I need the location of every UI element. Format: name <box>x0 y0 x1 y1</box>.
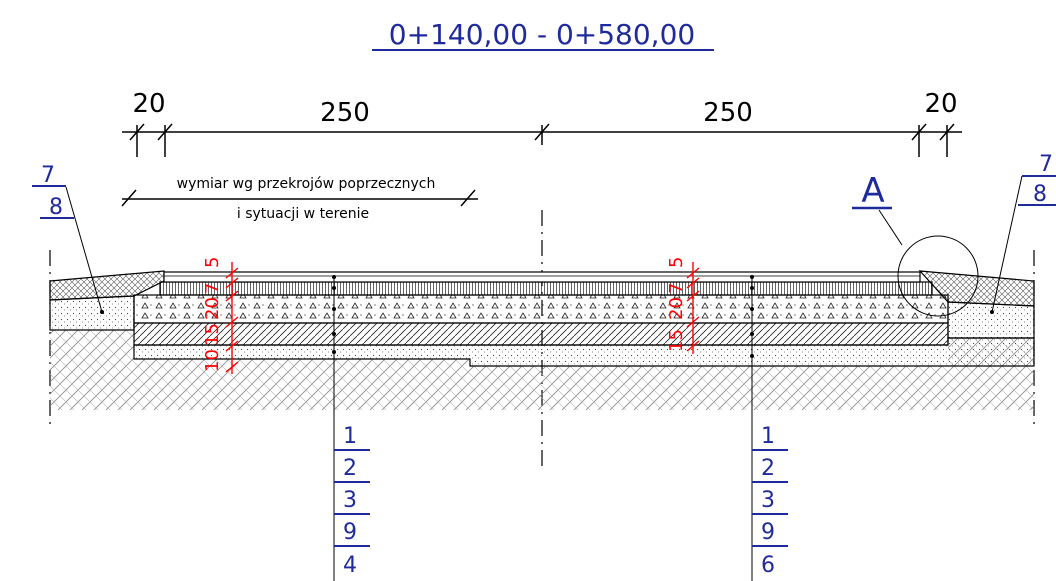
layer-binder <box>159 281 933 296</box>
note-line-1: wymiar wg przekrojów poprzecznych <box>177 176 436 192</box>
right-layer-callout-3: 3 <box>761 488 775 513</box>
dim-right-lane: 250 <box>703 98 753 128</box>
right-dim-5: 5 <box>666 257 687 268</box>
right-dim-15: 15 <box>666 329 687 352</box>
left-layer-callout-1: 1 <box>343 424 357 449</box>
right-layer-callout-6: 6 <box>761 553 775 578</box>
left-shoulder-callout-7: 7 <box>41 163 55 188</box>
note-line-2: i sytuacji w terenie <box>237 206 369 222</box>
left-dim-5: 5 <box>202 257 223 268</box>
detail-a-label: A <box>861 171 884 211</box>
left-dim-7: 7 <box>202 283 223 294</box>
right-layer-callout-1: 1 <box>761 424 775 449</box>
left-layer-callout-2: 2 <box>343 456 357 481</box>
right-dim-7: 7 <box>666 283 687 294</box>
right-shoulder-callout-8: 8 <box>1033 182 1047 207</box>
right-layer-callout-2: 2 <box>761 456 775 481</box>
detail-a-circle <box>897 235 979 317</box>
left-layer-callout <box>332 275 370 581</box>
layer-subbase <box>133 322 949 346</box>
note-dimension-line <box>121 189 478 207</box>
layer-base <box>133 294 949 324</box>
top-dimension-line <box>122 123 962 157</box>
right-shoulder-callout-7: 7 <box>1039 152 1053 177</box>
dim-right-shoulder: 20 <box>924 89 957 119</box>
left-layer-callout-9: 9 <box>343 520 357 545</box>
right-layer-dim-line <box>686 262 700 354</box>
right-layer-callout <box>750 275 788 581</box>
section-title: 0+140,00 - 0+580,00 <box>389 18 695 51</box>
left-shoulder-callout-8: 8 <box>49 195 63 220</box>
left-dim-20: 20 <box>202 297 223 320</box>
dim-left-shoulder: 20 <box>132 89 165 119</box>
left-layer-dim-line <box>225 262 239 374</box>
dim-left-lane: 250 <box>320 98 370 128</box>
left-dim-10: 10 <box>202 349 223 372</box>
left-dim-15: 15 <box>202 323 223 346</box>
left-layer-callout-4: 4 <box>343 553 357 578</box>
subsoil-layer <box>50 330 1034 410</box>
left-shoulder-lower <box>49 295 135 331</box>
left-layer-callout-3: 3 <box>343 488 357 513</box>
layer-wearing <box>163 271 921 283</box>
left-shoulder-top <box>49 270 165 301</box>
right-shoulder-lower <box>947 301 1035 339</box>
right-shoulder-callout <box>990 175 1056 314</box>
left-shoulder-callout <box>32 185 104 314</box>
right-dim-20: 20 <box>666 297 687 320</box>
right-layer-callout-9: 9 <box>761 520 775 545</box>
